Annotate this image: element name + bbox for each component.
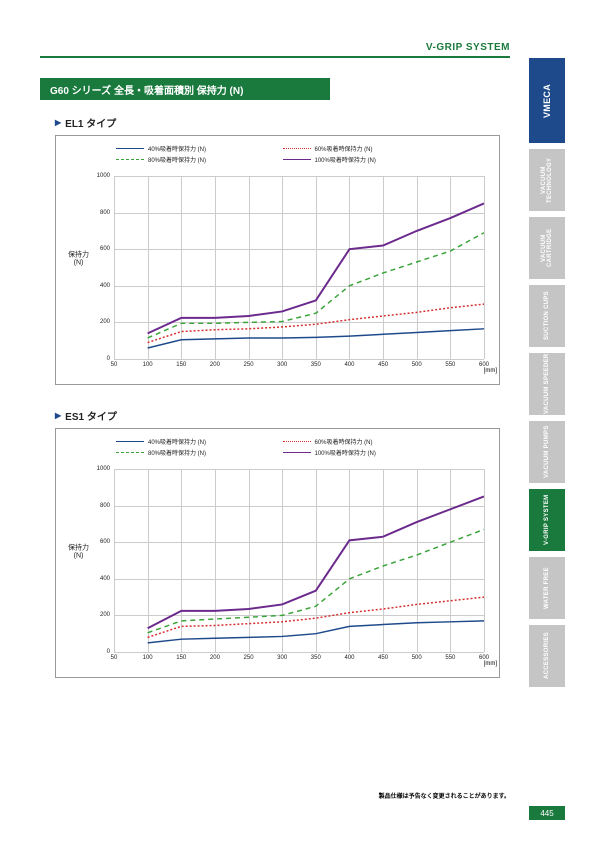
legend-line-icon <box>283 148 311 149</box>
section-title-bar: G60 シリーズ 全長・吸着面積別 保持力 (N) <box>40 78 330 100</box>
side-tab: SUCTION CUPS <box>529 285 565 347</box>
legend-item: 60%吸着時保持力 (N) <box>283 437 440 446</box>
side-tab: VACUUM CARTRIDGE <box>529 217 565 279</box>
legend-item: 40%吸着時保持力 (N) <box>116 437 273 446</box>
chart-es1: 40%吸着時保持力 (N) 60%吸着時保持力 (N) 80%吸着時保持力 (N) 1… <box>55 428 500 678</box>
legend-line-icon <box>283 441 311 442</box>
chart1-heading: ▶ EL1 タイプ <box>55 115 116 130</box>
legend-label: 60%吸着時保持力 (N) <box>315 437 373 446</box>
chart-lines <box>114 176 484 359</box>
chart2-heading-text: ES1 タイプ <box>65 408 117 423</box>
side-tabs: VMECA VACUUM TECHNOLOGY VACUUM CARTRIDGE S… <box>529 58 565 687</box>
legend-label: 100%吸着時保持力 (N) <box>315 448 376 457</box>
legend-line-icon <box>116 441 144 442</box>
legend-label: 80%吸着時保持力 (N) <box>148 448 206 457</box>
chart-legend: 40%吸着時保持力 (N) 60%吸着時保持力 (N) 80%吸着時保持力 (N) 1… <box>56 437 499 457</box>
y-axis-label: 保持力(N) <box>68 545 89 562</box>
side-tab: ACCESSORIES <box>529 625 565 687</box>
chart2-heading: ▶ ES1 タイプ <box>55 408 117 423</box>
triangle-icon: ▶ <box>55 411 61 420</box>
side-tab: V-GRIP SYSTEM <box>529 489 565 551</box>
x-labels: 50100150200250300350400450500550600 <box>114 655 484 667</box>
legend-label: 80%吸着時保持力 (N) <box>148 155 206 164</box>
page-container: V-GRIP SYSTEM VMECA VACUUM TECHNOLOGY VAC… <box>0 0 595 842</box>
side-tab: WATER FREE <box>529 557 565 619</box>
legend-label: 40%吸着時保持力 (N) <box>148 437 206 446</box>
legend-line-icon <box>283 159 311 160</box>
legend-item: 60%吸着時保持力 (N) <box>283 144 440 153</box>
brand-tab: VMECA <box>529 58 565 143</box>
legend-label: 100%吸着時保持力 (N) <box>315 155 376 164</box>
legend-label: 60%吸着時保持力 (N) <box>315 144 373 153</box>
legend-line-icon <box>116 452 144 453</box>
x-labels: 50100150200250300350400450500550600 <box>114 362 484 374</box>
y-labels: 02004006008001000 <box>94 469 112 652</box>
legend-line-icon <box>116 148 144 149</box>
legend-line-icon <box>283 452 311 453</box>
legend-label: 40%吸着時保持力 (N) <box>148 144 206 153</box>
legend-item: 80%吸着時保持力 (N) <box>116 155 273 164</box>
legend-item: 80%吸着時保持力 (N) <box>116 448 273 457</box>
triangle-icon: ▶ <box>55 118 61 127</box>
chart-lines <box>114 469 484 652</box>
chart1-heading-text: EL1 タイプ <box>65 115 116 130</box>
header-rule <box>40 56 510 58</box>
y-labels: 02004006008001000 <box>94 176 112 359</box>
footer-note: 製品仕様は予告なく変更されることがあります。 <box>379 791 510 800</box>
chart-legend: 40%吸着時保持力 (N) 60%吸着時保持力 (N) 80%吸着時保持力 (N) 1… <box>56 144 499 164</box>
side-tab: VACUUM TECHNOLOGY <box>529 149 565 211</box>
legend-item: 40%吸着時保持力 (N) <box>116 144 273 153</box>
side-tab: VACUUM SPEEDER <box>529 353 565 415</box>
x-unit: [mm] <box>484 368 497 374</box>
y-axis-label: 保持力(N) <box>68 252 89 269</box>
plot-area <box>114 176 484 359</box>
chart-el1: 40%吸着時保持力 (N) 60%吸着時保持力 (N) 80%吸着時保持力 (N) 1… <box>55 135 500 385</box>
header-title: V-GRIP SYSTEM <box>426 42 510 53</box>
legend-item: 100%吸着時保持力 (N) <box>283 448 440 457</box>
x-unit: [mm] <box>484 661 497 667</box>
legend-line-icon <box>116 159 144 160</box>
page-number: 445 <box>529 806 565 820</box>
legend-item: 100%吸着時保持力 (N) <box>283 155 440 164</box>
plot-area <box>114 469 484 652</box>
side-tab: VACUUM PUMPS <box>529 421 565 483</box>
